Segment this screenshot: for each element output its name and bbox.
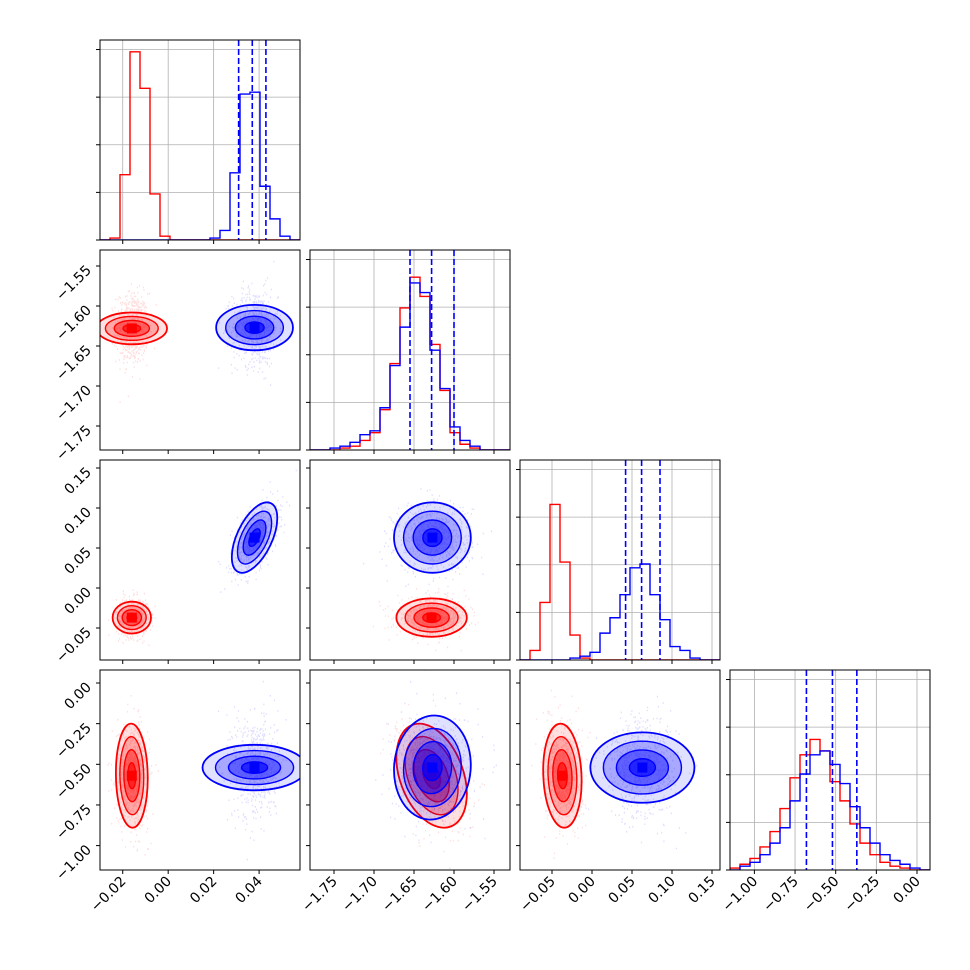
x-tick-label: −1.55 bbox=[459, 874, 501, 916]
histogram-series_b bbox=[520, 563, 720, 660]
x-tick-label: 0.05 bbox=[605, 874, 638, 907]
panel-frame bbox=[309, 459, 511, 661]
panel-2-0: −0.05 0.00 0.05 0.10 0.15 bbox=[53, 459, 301, 667]
y-tick-label: 0.05 bbox=[61, 545, 94, 578]
x-tick-label: −0.75 bbox=[760, 874, 802, 916]
x-tick-label: −1.00 bbox=[720, 874, 762, 916]
panel-3-1: −1.75−1.70−1.65−1.60−1.55 bbox=[299, 669, 511, 916]
scatter-group bbox=[531, 689, 698, 859]
scatter-group bbox=[363, 488, 493, 652]
x-tick-label: 0.15 bbox=[685, 874, 718, 907]
x-tick-label: −0.02 bbox=[88, 874, 130, 916]
panel-frame bbox=[309, 669, 511, 871]
density-peak bbox=[126, 770, 137, 781]
density-peak bbox=[126, 323, 137, 334]
panel-1-0: −1.75−1.70−1.65−1.60−1.55 bbox=[53, 249, 301, 465]
panel-frame bbox=[519, 669, 721, 871]
x-tick-label: 0.10 bbox=[645, 874, 678, 907]
y-tick-label: −1.55 bbox=[53, 263, 95, 305]
y-tick-label: −1.65 bbox=[53, 343, 95, 385]
y-tick-label: −0.75 bbox=[53, 801, 95, 843]
y-tick-label: 0.00 bbox=[61, 680, 94, 713]
scatter-group bbox=[100, 260, 294, 403]
density-peak bbox=[249, 762, 260, 773]
density-peak bbox=[126, 612, 137, 623]
density-peak bbox=[249, 532, 260, 543]
y-tick-label: −1.70 bbox=[53, 383, 95, 425]
x-tick-label: 0.00 bbox=[565, 874, 598, 907]
scatter-group bbox=[107, 680, 300, 861]
y-tick-label: −0.50 bbox=[53, 761, 95, 803]
panel-frame bbox=[729, 669, 931, 871]
density-peak bbox=[637, 762, 648, 773]
density-peak bbox=[427, 532, 438, 543]
panel-frame bbox=[99, 249, 301, 451]
scatter-group bbox=[108, 469, 297, 647]
y-tick-label: −1.00 bbox=[53, 842, 95, 884]
y-tick-label: −1.60 bbox=[53, 303, 95, 345]
x-tick-label: −1.70 bbox=[339, 874, 381, 916]
hist-group bbox=[100, 51, 300, 240]
panel-2-2 bbox=[516, 459, 721, 664]
y-tick-label: −1.75 bbox=[53, 423, 95, 465]
density-peak bbox=[249, 322, 260, 333]
panels-layer: −1.75−1.70−1.65−1.60−1.55−0.050.000.050.… bbox=[53, 39, 931, 916]
panel-3-0: −0.02 0.00 0.02 0.04 −1.00−0.75−0.50−0.25 0.0… bbox=[53, 669, 301, 916]
density-peak bbox=[557, 770, 568, 781]
panel-3-3: −1.00−0.75−0.50−0.25 0.00 bbox=[720, 669, 931, 916]
x-tick-label: −1.60 bbox=[419, 874, 461, 916]
y-tick-label: 0.15 bbox=[61, 465, 94, 498]
histogram-series_a bbox=[520, 503, 720, 660]
y-tick-label: 0.00 bbox=[61, 585, 94, 618]
panel-frame bbox=[99, 459, 301, 661]
x-tick-label: 0.00 bbox=[142, 874, 175, 907]
x-tick-label: −1.75 bbox=[299, 874, 341, 916]
panel-2-1 bbox=[306, 459, 511, 664]
panel-frame bbox=[519, 459, 721, 661]
panel-frame bbox=[99, 39, 301, 241]
y-tick-label: 0.10 bbox=[61, 505, 94, 538]
panel-frame bbox=[309, 249, 511, 451]
panel-0-0 bbox=[96, 39, 301, 244]
x-tick-label: 0.04 bbox=[233, 873, 266, 906]
histogram-series_b bbox=[100, 91, 300, 240]
x-tick-label: −0.50 bbox=[801, 874, 843, 916]
x-tick-label: −0.05 bbox=[517, 874, 559, 916]
scatter-group bbox=[375, 670, 497, 869]
x-tick-label: 0.02 bbox=[187, 874, 220, 907]
panel-3-2: −0.05 0.00 0.05 0.10 0.15 bbox=[516, 669, 721, 916]
density-peak bbox=[426, 612, 437, 623]
panel-frame bbox=[99, 669, 301, 871]
density-peak bbox=[427, 762, 438, 773]
y-tick-label: −0.05 bbox=[53, 625, 95, 667]
histogram-series_a bbox=[100, 51, 300, 240]
x-tick-label: −1.65 bbox=[379, 874, 421, 916]
x-tick-label: −0.25 bbox=[842, 874, 884, 916]
hist-group bbox=[520, 503, 720, 660]
histogram-series_b bbox=[730, 750, 930, 870]
hist-group bbox=[730, 738, 930, 870]
y-tick-label: −0.25 bbox=[53, 720, 95, 762]
panel-1-1 bbox=[306, 249, 511, 454]
x-tick-label: 0.00 bbox=[890, 874, 923, 907]
